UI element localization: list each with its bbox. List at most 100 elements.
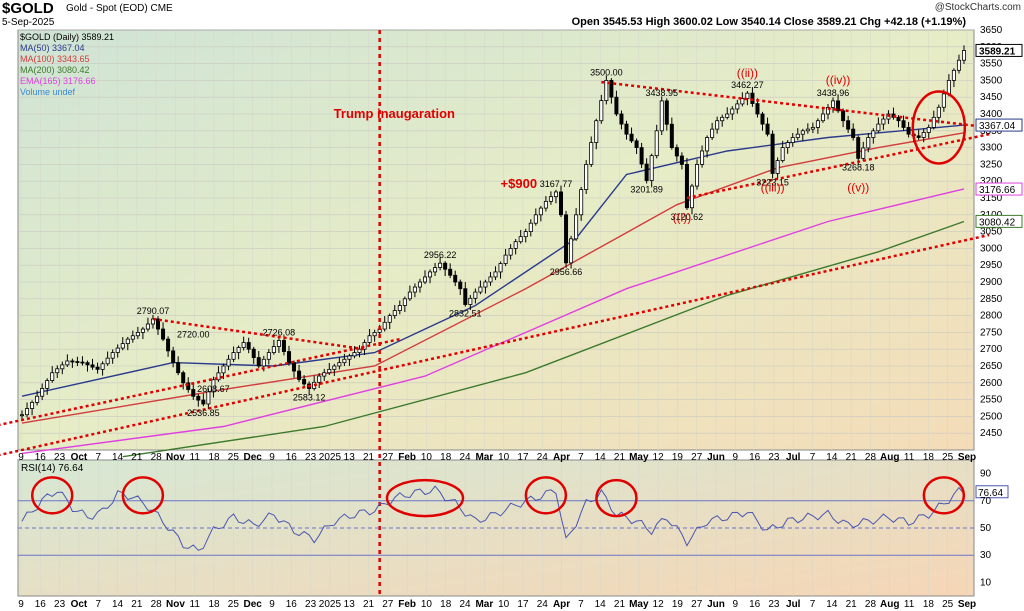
x-tick-label: 7: [95, 452, 101, 463]
candle-body: [881, 118, 886, 125]
x-tick-label: 21: [614, 452, 626, 463]
price-tick-label: 2850: [980, 294, 1003, 305]
candle-body: [599, 100, 604, 122]
legend-ma100-name: MA(100): [20, 54, 55, 64]
candle-body: [120, 343, 125, 349]
candle-body: [216, 372, 221, 381]
candle-body: [458, 281, 463, 290]
x-tick-label-rsi: 11: [904, 599, 915, 610]
candle-body: [559, 191, 564, 216]
x-tick-label: 7: [578, 452, 584, 463]
x-tick-label: 23: [768, 452, 780, 463]
x-tick-label: Apr: [553, 452, 570, 463]
x-tick-label: 25: [228, 452, 240, 463]
right-axis-tag-bg: [975, 214, 1023, 228]
candle-body: [246, 342, 251, 350]
rsi-overbought-circle: [595, 478, 638, 518]
right-axis-tag-bg: [975, 43, 1023, 57]
candle-body: [448, 268, 453, 276]
legend-ma50-name: MA(50): [20, 43, 50, 53]
price-tick-label: 3200: [980, 176, 1003, 187]
candle-body: [327, 368, 332, 374]
candle-body: [417, 281, 422, 288]
candle-body: [679, 155, 684, 165]
x-tick-label: 27: [691, 452, 703, 463]
x-tick-label: 7: [810, 452, 816, 463]
x-tick-label-rsi: Jun: [707, 599, 725, 610]
annotation-wave: ((v)): [847, 180, 869, 194]
candle-body: [191, 389, 196, 397]
x-tick-label: 14: [826, 452, 838, 463]
brand-watermark: @StockCharts.com: [934, 2, 1021, 13]
candle-body: [609, 80, 614, 98]
candle-body: [518, 236, 523, 243]
candle-body: [100, 363, 105, 370]
candle-body: [644, 163, 649, 181]
candle-body: [372, 331, 377, 337]
candle-body: [548, 196, 553, 202]
candle-body: [488, 276, 493, 283]
x-tick-label: 16: [35, 452, 47, 463]
candle-body: [19, 414, 24, 417]
candle-body: [584, 163, 589, 190]
rsi-value-tag-bg: [975, 485, 1009, 499]
chart-date: 5-Sep-2025: [2, 17, 55, 28]
right-axis-tag: 3367.04: [979, 121, 1016, 132]
price-tick-label: 3550: [980, 59, 1003, 70]
candle-body: [438, 262, 443, 268]
x-tick-label-rsi: 24: [459, 599, 471, 610]
legend-ema165-value: 3176.66: [63, 76, 96, 86]
candle-body: [422, 276, 427, 283]
price-label: 2956.22: [424, 250, 457, 260]
right-axis-tag-bg: [975, 118, 1023, 132]
x-tick-label-rsi: 14: [826, 599, 838, 610]
candle-body: [352, 352, 357, 357]
x-tick-label-rsi: 2025: [319, 599, 342, 610]
x-tick-label-rsi: 28: [865, 599, 877, 610]
price-tick-label: 3650: [980, 25, 1003, 36]
candle-body: [145, 323, 150, 330]
x-tick-label-rsi: 18: [440, 599, 452, 610]
price-tick-label: 3000: [980, 243, 1003, 254]
candle-body: [926, 127, 931, 133]
x-tick-label-rsi: 25: [228, 599, 240, 610]
candle-body: [55, 368, 60, 374]
price-label: 3462.27: [731, 80, 764, 90]
candle-body: [261, 358, 266, 367]
x-tick-label: 14: [595, 452, 607, 463]
candle-body: [322, 372, 327, 377]
candle-body: [206, 391, 211, 405]
x-tick-label: 21: [131, 452, 143, 463]
price-label: 2956.66: [550, 267, 583, 277]
x-tick-label-rsi: Nov: [166, 599, 185, 610]
price-label: 3438.95: [645, 88, 678, 98]
candle-body: [50, 372, 55, 381]
candle-body: [841, 110, 846, 122]
candle-body: [196, 395, 201, 401]
price-tick-label: 2800: [980, 311, 1003, 322]
rsi-tick-label: 10: [980, 577, 992, 588]
candle-body: [105, 357, 110, 365]
candle-body: [382, 321, 387, 330]
legend-ma200-name: MA(200): [20, 65, 55, 75]
candle-body: [936, 106, 941, 118]
candle-body: [347, 355, 352, 360]
rsi-tick-label: 90: [980, 469, 992, 480]
ema165-line: [21, 188, 965, 455]
candle-body: [70, 360, 75, 363]
price-tick-label: 2900: [980, 277, 1003, 288]
legend-ma100-value: 3343.65: [57, 54, 90, 64]
candle-body: [402, 298, 407, 306]
right-axis-tag-bg: [975, 182, 1023, 196]
candle-body: [508, 247, 513, 256]
candle-body: [780, 147, 785, 161]
candle-body: [579, 189, 584, 216]
x-tick-label-rsi: Sep: [958, 599, 976, 610]
candle-body: [135, 331, 140, 337]
candle-body: [503, 254, 508, 264]
candle-body: [483, 281, 488, 288]
candle-body: [473, 291, 478, 299]
candle-body: [589, 142, 594, 165]
legend-ema165-name: EMA(165): [20, 76, 61, 86]
candle-body: [186, 382, 191, 390]
